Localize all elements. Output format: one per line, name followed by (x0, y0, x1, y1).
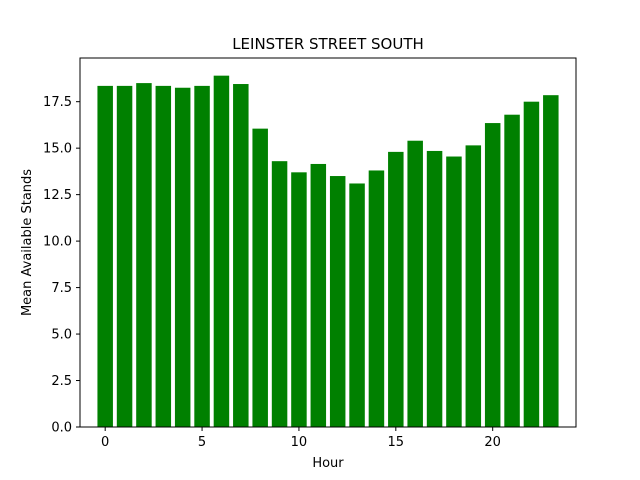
bar-hour-2 (136, 83, 152, 428)
bar-hour-11 (310, 163, 327, 427)
bar-hour-4 (174, 87, 191, 427)
bar-hour-23 (543, 95, 559, 428)
y-tick-label: 17.5 (43, 95, 72, 110)
y-tick-label: 5.0 (51, 328, 72, 343)
y-tick-label: 7.5 (51, 281, 72, 296)
x-axis-label: Hour (312, 456, 344, 471)
bar-hour-0 (97, 85, 113, 428)
bar-hour-9 (271, 161, 288, 428)
y-axis-label: Mean Available Stands (20, 169, 35, 316)
bar-hour-10 (291, 172, 307, 427)
bar-hour-17 (426, 150, 443, 428)
bar-hour-20 (484, 123, 501, 427)
bar-hour-8 (252, 128, 268, 427)
y-axis-ticks: 0.0 2.5 5.0 7.5 10.0 12.5 15.0 17.5 (43, 95, 80, 436)
bar-hour-14 (368, 170, 385, 427)
x-tick-label: 5 (198, 435, 206, 450)
y-tick-label: 2.5 (51, 374, 72, 389)
x-axis-ticks: 0 5 10 15 20 (101, 427, 501, 450)
x-tick-label: 20 (484, 435, 501, 450)
chart-title: LEINSTER STREET SOUTH (232, 35, 424, 53)
bar-hour-18 (446, 156, 462, 427)
y-tick-label: 12.5 (43, 188, 72, 203)
y-tick-label: 10.0 (43, 235, 72, 250)
bar-hour-15 (388, 151, 404, 427)
y-tick-label: 15.0 (43, 142, 72, 157)
x-tick-label: 15 (388, 435, 405, 450)
bar-hour-5 (194, 85, 210, 428)
bar-hour-19 (465, 145, 482, 427)
bar-hour-21 (504, 114, 520, 428)
x-tick-label: 10 (291, 435, 308, 450)
bar-hour-22 (523, 101, 540, 428)
bar-hour-6 (213, 75, 230, 428)
bar-hour-3 (155, 85, 172, 428)
bars-group (97, 75, 559, 428)
bar-hour-12 (329, 176, 346, 427)
y-tick-label: 0.0 (51, 421, 72, 436)
bar-hour-13 (349, 183, 365, 427)
bar-hour-16 (407, 140, 423, 428)
bar-hour-1 (116, 85, 133, 428)
x-tick-label: 0 (101, 435, 109, 450)
bar-hour-7 (233, 84, 249, 427)
plot-frame (79, 57, 577, 428)
